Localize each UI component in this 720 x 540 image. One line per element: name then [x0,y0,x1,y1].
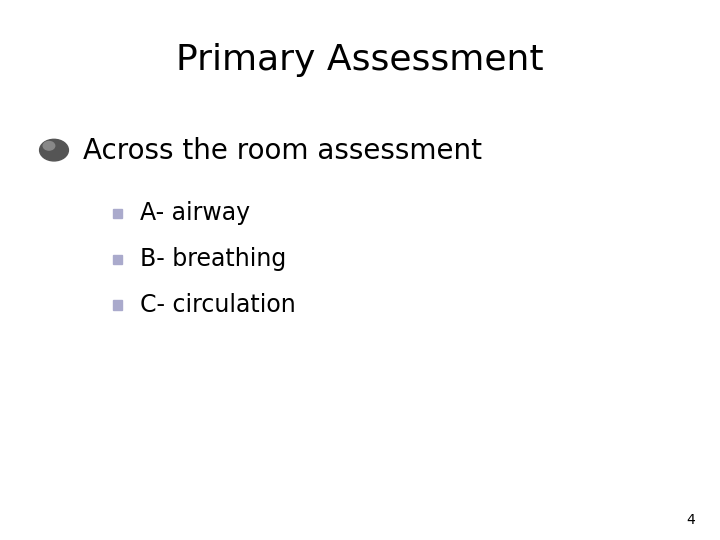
Circle shape [43,141,55,150]
Text: C- circulation: C- circulation [140,293,296,317]
Circle shape [40,139,68,161]
FancyBboxPatch shape [113,300,122,310]
Text: A- airway: A- airway [140,201,251,225]
Text: Across the room assessment: Across the room assessment [83,137,482,165]
Text: 4: 4 [686,512,695,526]
Text: Primary Assessment: Primary Assessment [176,43,544,77]
FancyBboxPatch shape [113,254,122,264]
Text: B- breathing: B- breathing [140,247,287,271]
FancyBboxPatch shape [113,208,122,218]
